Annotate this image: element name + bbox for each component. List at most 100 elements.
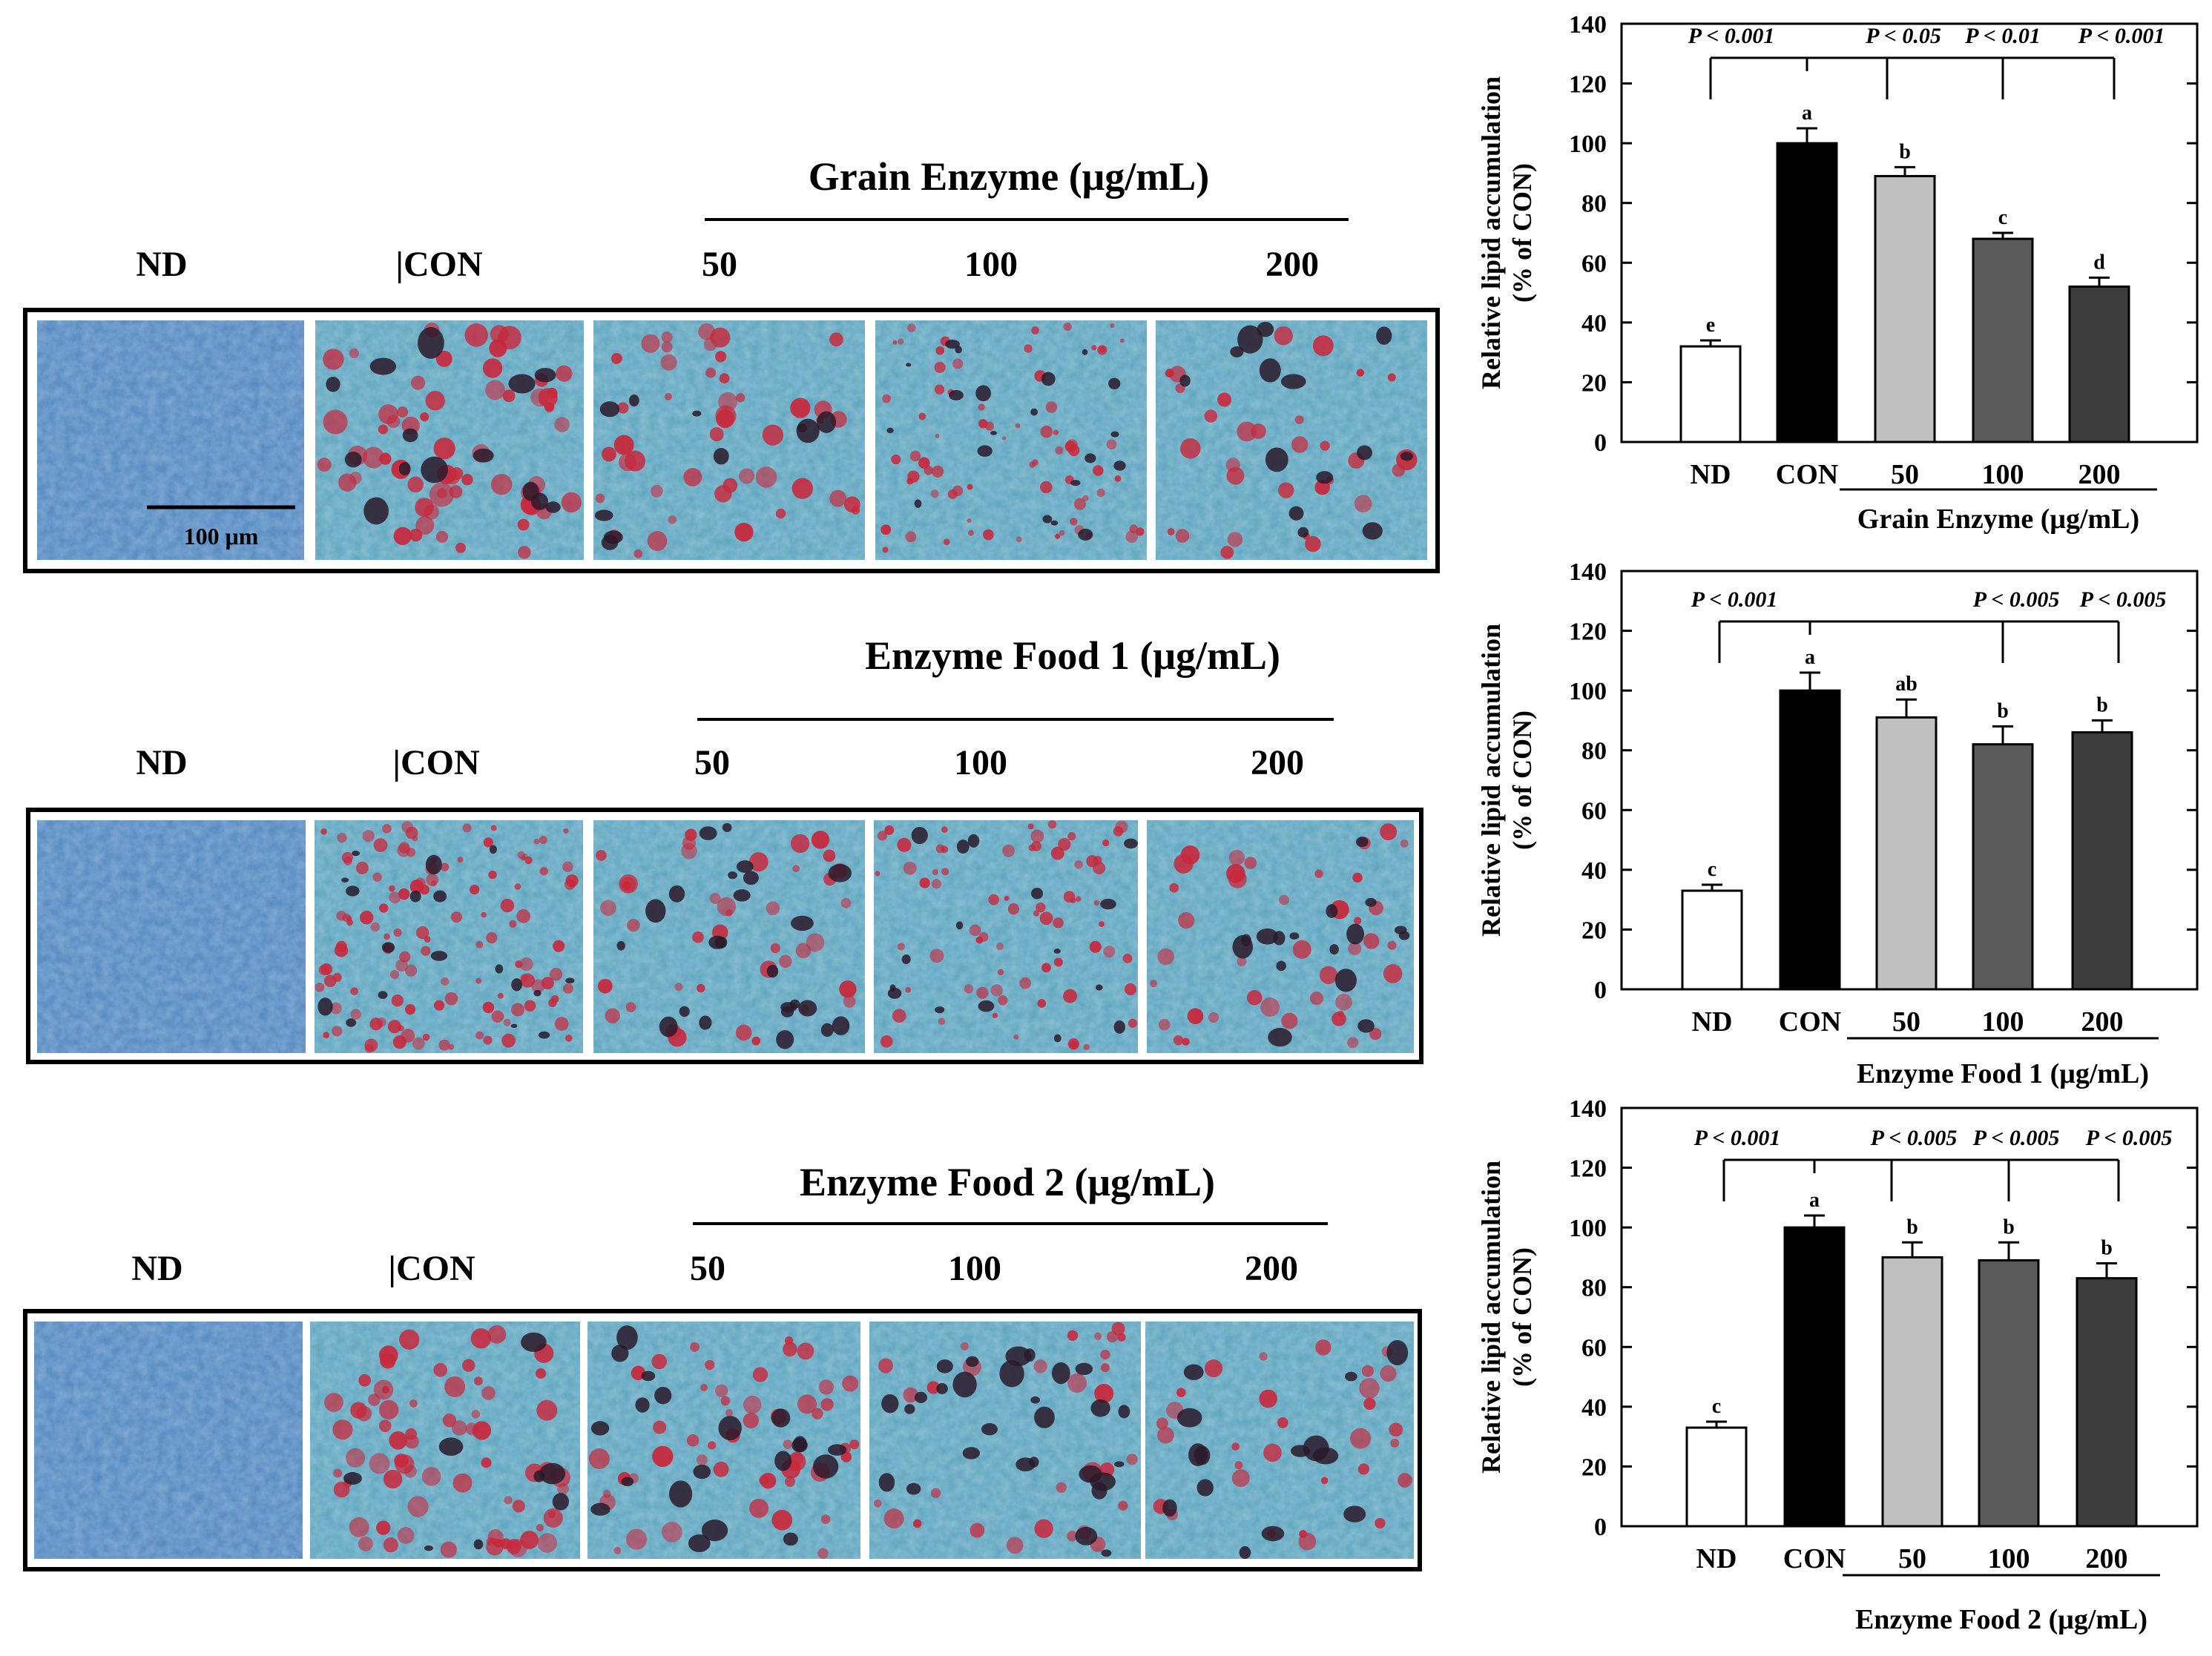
lipid-droplet (719, 373, 730, 384)
lipid-droplet (556, 365, 573, 382)
lipid-droplet (539, 835, 547, 845)
micrograph-50 (593, 320, 865, 560)
stained-cluster (629, 394, 639, 407)
lipid-droplet (817, 1548, 829, 1559)
lipid-droplet (1106, 1330, 1119, 1343)
stained-cluster (955, 921, 964, 930)
x-group-label: Enzyme Food 2 (μg/mL) (1855, 1604, 2147, 1635)
lipid-droplet (975, 936, 984, 944)
lipid-droplet (690, 1342, 700, 1352)
stained-cluster (594, 509, 613, 521)
column-label: 200 (1251, 743, 1304, 782)
lipid-droplet (409, 1399, 418, 1408)
lipid-droplet (1053, 429, 1059, 435)
lipid-droplet (323, 409, 348, 435)
y-axis-label-line2: (% of CON) (1507, 1247, 1537, 1387)
stained-cluster (886, 427, 894, 434)
stained-cluster (363, 497, 389, 525)
lipid-droplet (709, 426, 724, 441)
lipid-droplet (378, 903, 389, 913)
lipid-droplet (736, 393, 745, 403)
stained-cluster (1053, 1034, 1061, 1043)
lipid-droplet (877, 831, 887, 841)
stained-cluster (343, 1472, 362, 1485)
lipid-droplet (715, 351, 727, 363)
lipid-droplet (1390, 1438, 1400, 1448)
lipid-droplet (1076, 896, 1082, 902)
lipid-droplet (392, 1035, 406, 1049)
lipid-droplet (533, 838, 540, 845)
lipid-droplet (926, 1381, 940, 1394)
lipid-droplet (905, 987, 912, 993)
lipid-droplet (539, 867, 548, 876)
micrograph-texture (587, 1322, 860, 1559)
micrograph-con (310, 1322, 580, 1559)
significance-letter: b (1997, 699, 2009, 722)
lipid-droplet (448, 1043, 455, 1050)
stained-cluster (1230, 346, 1244, 357)
lipid-droplet (909, 450, 921, 462)
lipid-droplet (482, 1001, 495, 1014)
lipid-droplet (332, 1419, 353, 1440)
y-tick-label: 0 (1594, 1514, 1607, 1541)
lipid-droplet (1047, 820, 1057, 829)
lipid-droplet (1067, 832, 1076, 841)
lipid-droplet (337, 833, 347, 843)
bar-50 (1881, 1256, 1943, 1528)
stained-cluster (1162, 1499, 1177, 1517)
lipid-droplet (766, 901, 780, 916)
lipid-droplet (404, 964, 418, 977)
lipid-droplet (938, 1017, 946, 1025)
lipid-droplet (969, 924, 981, 937)
lipid-droplet (748, 852, 768, 872)
lipid-droplet (1096, 488, 1105, 498)
stained-cluster (1084, 453, 1096, 464)
column-label: |CON (388, 1249, 475, 1288)
stained-cluster (1113, 461, 1126, 471)
lipid-droplet (610, 352, 622, 364)
column-label: 100 (948, 1249, 1001, 1288)
y-tick-label: 120 (1569, 71, 1607, 99)
stained-cluster (701, 1519, 728, 1542)
lipid-droplet (1091, 345, 1097, 351)
stained-cluster (1179, 375, 1191, 387)
lipid-droplet (369, 1453, 390, 1474)
lipid-droplet (1178, 911, 1195, 929)
lipid-droplet (1348, 942, 1362, 956)
lipid-droplet (1033, 910, 1040, 917)
lipid-droplet (1277, 1417, 1288, 1428)
lipid-droplet (386, 415, 401, 429)
column-label: 100 (964, 245, 1018, 284)
stained-cluster (1078, 528, 1093, 541)
stained-cluster (679, 1006, 690, 1017)
lipid-droplet (1228, 849, 1245, 866)
image-panel-title: Grain Enzyme (μg/mL) (809, 154, 1210, 199)
lipid-droplet (511, 1003, 525, 1017)
lipid-droplet (1352, 872, 1363, 883)
y-tick-label: 100 (1569, 131, 1607, 158)
x-tick-label: 100 (1988, 1543, 2030, 1574)
stained-cluster (813, 1454, 839, 1479)
lipid-droplet (1320, 441, 1330, 451)
lipid-droplet (387, 1020, 401, 1034)
lipid-droplet (1039, 911, 1053, 926)
lipid-droplet (1281, 1012, 1298, 1029)
stained-cluster (692, 410, 702, 417)
lipid-droplet (812, 1408, 823, 1419)
lipid-droplet (709, 893, 721, 904)
bar-nd (1685, 1426, 1748, 1528)
stained-cluster (1273, 931, 1286, 946)
lipid-droplet (1093, 856, 1102, 865)
bar-nd (1679, 345, 1742, 443)
lipid-droplet (929, 949, 944, 963)
stained-cluster (914, 1391, 928, 1403)
lipid-droplet (697, 983, 705, 993)
x-tick-label: 200 (2081, 1006, 2124, 1038)
lipid-droplet (596, 850, 607, 861)
column-label: ND (136, 245, 187, 284)
lipid-droplet (497, 992, 504, 999)
lipid-droplet (481, 1386, 496, 1400)
lipid-droplet (998, 995, 1008, 1006)
stained-cluster (1118, 1405, 1130, 1419)
lipid-droplet (1350, 1428, 1372, 1449)
